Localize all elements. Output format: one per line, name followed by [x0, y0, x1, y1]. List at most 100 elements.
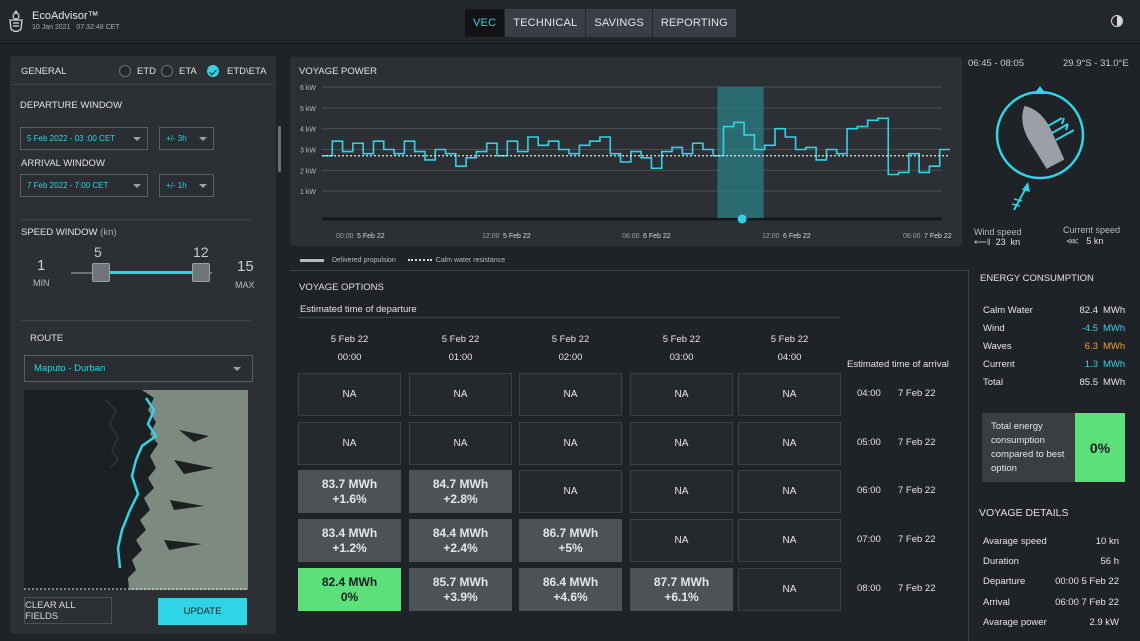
departure-subtitle: Estimated time of departure: [300, 304, 417, 315]
departure-tolerance-value: +/- 3h: [166, 134, 187, 143]
wind-arrow-icon: ⟵‖: [974, 237, 991, 247]
y-tick-label: 5 kW: [300, 106, 316, 113]
voyage-option[interactable]: 84.4 MWh +2.4%: [409, 519, 512, 562]
option-energy: 84.7 MWh: [432, 476, 489, 491]
voyage-option[interactable]: 83.7 MWh +1.6%: [298, 470, 401, 513]
wind-speed-label: Wind speed: [974, 227, 1022, 237]
arrival-tolerance-select[interactable]: +/- 1h: [159, 174, 214, 197]
departure-date-select[interactable]: 5 Feb 2022 - 03 :00 CET: [20, 127, 148, 150]
voyage-option-na: NA: [630, 373, 733, 416]
tab-technical[interactable]: TECHNICAL: [505, 9, 586, 37]
speed-slider-high-handle[interactable]: [192, 263, 210, 282]
voyage-option-na: NA: [738, 470, 841, 513]
energy-row-value: -4.5: [1081, 323, 1098, 334]
option-energy: 83.4 MWh: [321, 525, 378, 540]
option-na-label: NA: [342, 389, 357, 400]
option-na-label: NA: [782, 389, 797, 400]
current-speed-reading: ⋘ 5 kn: [1066, 236, 1103, 247]
arrival-time: 08:00: [857, 583, 881, 594]
voyage-options-title: VOYAGE OPTIONS: [299, 282, 384, 293]
departure-tolerance-select[interactable]: +/- 3h: [159, 127, 214, 150]
departure-window-label: DEPARTURE WINDOW: [20, 100, 123, 111]
tab-savings[interactable]: SAVINGS: [586, 9, 652, 37]
arrival-date: 7 Feb 22: [898, 485, 936, 496]
y-tick-label: 4 kW: [300, 127, 316, 134]
radio-eta[interactable]: [161, 65, 173, 77]
x-tick-time: 12:00: [482, 233, 500, 240]
radio-etd-label: ETD: [137, 66, 156, 77]
departure-date: 5 Feb 22: [662, 334, 701, 345]
panel-scrollbar[interactable]: [278, 126, 281, 172]
departure-time: 01:00: [448, 352, 473, 363]
divider: [10, 84, 276, 85]
x-tick-date: 6 Feb 22: [783, 233, 811, 240]
option-energy: 83.7 MWh: [321, 476, 378, 491]
divider: [298, 317, 841, 318]
arrival-window-label: ARRIVAL WINDOW: [21, 158, 105, 169]
current-speed-label: Current speed: [1063, 225, 1121, 235]
arrival-date: 7 Feb 22: [898, 388, 936, 399]
route-map[interactable]: [24, 390, 248, 590]
app-date: 10 Jan 2021: [32, 24, 71, 31]
energy-row-value: 6.3: [1084, 341, 1098, 352]
energy-total-percent: 0%: [1075, 413, 1125, 482]
option-energy: 86.4 MWh: [542, 574, 599, 589]
voyage-option-na: NA: [630, 422, 733, 465]
arrival-date: 7 Feb 22: [898, 534, 936, 545]
divider: [20, 219, 252, 220]
voyage-option[interactable]: 86.4 MWh +4.6%: [519, 568, 622, 611]
x-tick-date: 5 Feb 22: [357, 233, 385, 240]
x-tick-time: 12:00: [762, 233, 780, 240]
chevron-down-icon: [199, 137, 207, 141]
app-datetime: 10 Jan 2021 07:32:48 CET: [32, 24, 120, 31]
radio-etd[interactable]: [119, 65, 131, 77]
energy-row-unit: MWh: [1103, 341, 1126, 352]
radio-eta-label: ETA: [179, 66, 197, 77]
voyage-option[interactable]: 84.7 MWh +2.8%: [409, 470, 512, 513]
update-button[interactable]: UPDATE: [158, 598, 247, 625]
voyage-option[interactable]: 85.7 MWh +3.9%: [409, 568, 512, 611]
speed-max-value: 15: [237, 258, 254, 275]
voyage-option-na: NA: [519, 422, 622, 465]
tab-vec[interactable]: VEC: [465, 9, 505, 37]
voyage-option[interactable]: 87.7 MWh +6.1%: [630, 568, 733, 611]
chevron-down-icon: [133, 137, 141, 141]
departure-column-header: 5 Feb 22 04:00: [738, 331, 841, 367]
app-title: EcoAdvisor™: [32, 10, 99, 22]
contrast-icon[interactable]: [1111, 15, 1123, 27]
route-select[interactable]: Maputo - Durban: [24, 355, 253, 382]
radio-etd-eta[interactable]: [207, 65, 219, 77]
x-tick-date: 7 Feb 22: [924, 233, 952, 240]
x-tick-date: 5 Feb 22: [503, 233, 531, 240]
time-marker-handle: [737, 214, 747, 224]
energy-row-value: 85.5: [1079, 377, 1099, 388]
voyage-option[interactable]: 83.4 MWh +1.2%: [298, 519, 401, 562]
departure-date: 5 Feb 22: [770, 334, 809, 345]
energy-row-unit: MWh: [1103, 359, 1126, 370]
voyage-option-na: NA: [630, 519, 733, 562]
y-tick-label: 1 kW: [300, 189, 316, 196]
y-tick-label: 6 kW: [300, 85, 316, 92]
voyage-power-panel: [290, 57, 962, 246]
voyage-option-best[interactable]: 82.4 MWh 0%: [298, 568, 401, 611]
tab-reporting[interactable]: REPORTING: [652, 9, 736, 37]
voyage-option-na: NA: [738, 422, 841, 465]
speed-max-label: MAX: [235, 280, 255, 290]
option-na-label: NA: [342, 438, 357, 449]
wind-speed-reading: ⟵‖ 23 kn: [974, 237, 1020, 248]
option-na-label: NA: [563, 389, 578, 400]
speed-slider-range: [101, 271, 201, 274]
clear-all-fields-button[interactable]: CLEAR ALL FIELDS: [24, 597, 112, 624]
voyage-option[interactable]: 86.7 MWh +5%: [519, 519, 622, 562]
detail-row-value: 2.9 kW: [1089, 617, 1119, 628]
arrival-time: 05:00: [857, 437, 881, 448]
arrival-date-select[interactable]: 7 Feb 2022 - 7:00 CET: [20, 174, 148, 197]
energy-row-label: Total: [983, 377, 1004, 388]
option-na-label: NA: [453, 438, 468, 449]
position: 29.9°S - 31.0°E: [1063, 58, 1129, 69]
arrival-date: 7 Feb 22: [898, 583, 936, 594]
x-tick-date: 6 Feb 22: [643, 233, 671, 240]
speed-slider-low-handle[interactable]: [92, 263, 110, 282]
arrival-date: 7 Feb 22: [898, 437, 936, 448]
